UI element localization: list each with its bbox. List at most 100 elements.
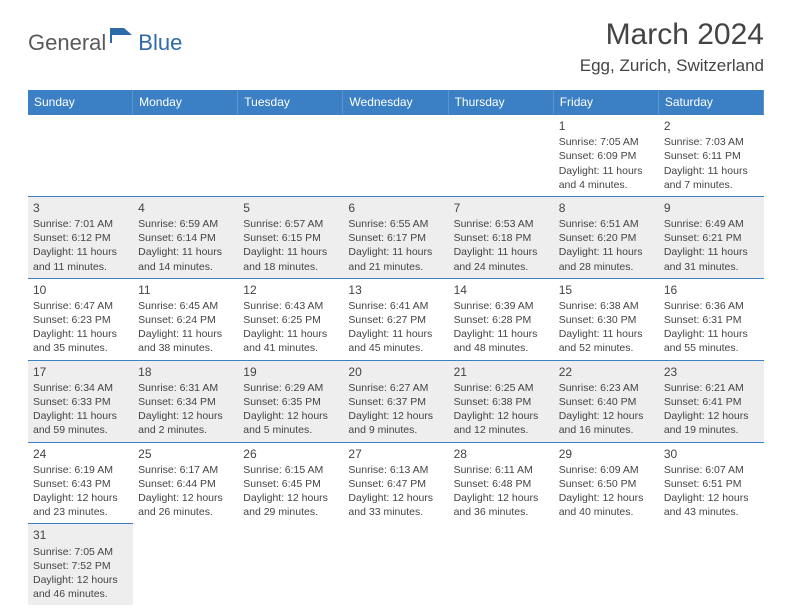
daylight-text: Daylight: 11 hours and 35 minutes. [33,327,128,355]
day-cell: 11Sunrise: 6:45 AMSunset: 6:24 PMDayligh… [133,278,238,360]
day-number: 11 [138,282,233,298]
sunrise-text: Sunrise: 6:53 AM [454,217,549,231]
daylight-text: Daylight: 11 hours and 11 minutes. [33,245,128,273]
sunrise-text: Sunrise: 6:17 AM [138,463,233,477]
daylight-text: Daylight: 11 hours and 28 minutes. [559,245,654,273]
sunset-text: Sunset: 6:17 PM [348,231,443,245]
daylight-text: Daylight: 11 hours and 38 minutes. [138,327,233,355]
day-number: 1 [559,118,654,134]
sunrise-text: Sunrise: 6:07 AM [664,463,759,477]
day-number: 24 [33,446,128,462]
sunrise-text: Sunrise: 6:09 AM [559,463,654,477]
sunset-text: Sunset: 6:41 PM [664,395,759,409]
day-number: 27 [348,446,443,462]
sunrise-text: Sunrise: 6:23 AM [559,381,654,395]
day-cell: 12Sunrise: 6:43 AMSunset: 6:25 PMDayligh… [238,278,343,360]
sunset-text: Sunset: 7:52 PM [33,559,128,573]
sunrise-text: Sunrise: 6:27 AM [348,381,443,395]
sunset-text: Sunset: 6:31 PM [664,313,759,327]
sunrise-text: Sunrise: 7:03 AM [664,135,759,149]
sunset-text: Sunset: 6:12 PM [33,231,128,245]
sunrise-text: Sunrise: 6:13 AM [348,463,443,477]
weekday-header: Wednesday [343,90,448,114]
weekday-header: Friday [554,90,659,114]
day-number: 2 [664,118,759,134]
day-cell: 1Sunrise: 7:05 AMSunset: 6:09 PMDaylight… [554,114,659,196]
sunrise-text: Sunrise: 6:55 AM [348,217,443,231]
daylight-text: Daylight: 11 hours and 45 minutes. [348,327,443,355]
weekday-header: Thursday [449,90,554,114]
daylight-text: Daylight: 12 hours and 9 minutes. [348,409,443,437]
sunset-text: Sunset: 6:40 PM [559,395,654,409]
sunset-text: Sunset: 6:28 PM [454,313,549,327]
empty-cell [133,114,238,196]
sunrise-text: Sunrise: 6:19 AM [33,463,128,477]
daylight-text: Daylight: 11 hours and 41 minutes. [243,327,338,355]
sunset-text: Sunset: 6:50 PM [559,477,654,491]
weekday-header: Sunday [28,90,133,114]
weekday-header: Saturday [659,90,764,114]
day-number: 10 [33,282,128,298]
sunrise-text: Sunrise: 7:05 AM [33,545,128,559]
day-number: 19 [243,364,338,380]
sunset-text: Sunset: 6:37 PM [348,395,443,409]
sunrise-text: Sunrise: 7:05 AM [559,135,654,149]
day-number: 7 [454,200,549,216]
daylight-text: Daylight: 12 hours and 2 minutes. [138,409,233,437]
daylight-text: Daylight: 12 hours and 19 minutes. [664,409,759,437]
day-number: 6 [348,200,443,216]
sunset-text: Sunset: 6:11 PM [664,149,759,163]
sunrise-text: Sunrise: 6:51 AM [559,217,654,231]
daylight-text: Daylight: 11 hours and 24 minutes. [454,245,549,273]
day-cell: 25Sunrise: 6:17 AMSunset: 6:44 PMDayligh… [133,442,238,524]
day-number: 5 [243,200,338,216]
sunset-text: Sunset: 6:23 PM [33,313,128,327]
daylight-text: Daylight: 11 hours and 55 minutes. [664,327,759,355]
sunrise-text: Sunrise: 6:49 AM [664,217,759,231]
sunset-text: Sunset: 6:25 PM [243,313,338,327]
day-cell: 8Sunrise: 6:51 AMSunset: 6:20 PMDaylight… [554,196,659,278]
day-number: 26 [243,446,338,462]
daylight-text: Daylight: 11 hours and 4 minutes. [559,164,654,192]
day-number: 20 [348,364,443,380]
sunrise-text: Sunrise: 6:25 AM [454,381,549,395]
sunrise-text: Sunrise: 6:11 AM [454,463,549,477]
sunset-text: Sunset: 6:38 PM [454,395,549,409]
daylight-text: Daylight: 11 hours and 7 minutes. [664,164,759,192]
sunrise-text: Sunrise: 6:34 AM [33,381,128,395]
daylight-text: Daylight: 12 hours and 12 minutes. [454,409,549,437]
sunset-text: Sunset: 6:27 PM [348,313,443,327]
day-number: 13 [348,282,443,298]
sunrise-text: Sunrise: 6:41 AM [348,299,443,313]
day-number: 3 [33,200,128,216]
daylight-text: Daylight: 12 hours and 40 minutes. [559,491,654,519]
day-cell: 22Sunrise: 6:23 AMSunset: 6:40 PMDayligh… [554,360,659,442]
logo-text-general: General [28,30,106,56]
sunset-text: Sunset: 6:43 PM [33,477,128,491]
day-number: 29 [559,446,654,462]
day-cell: 10Sunrise: 6:47 AMSunset: 6:23 PMDayligh… [28,278,133,360]
sunset-text: Sunset: 6:35 PM [243,395,338,409]
sunset-text: Sunset: 6:09 PM [559,149,654,163]
day-number: 21 [454,364,549,380]
day-cell: 21Sunrise: 6:25 AMSunset: 6:38 PMDayligh… [449,360,554,442]
day-number: 8 [559,200,654,216]
daylight-text: Daylight: 11 hours and 52 minutes. [559,327,654,355]
day-cell: 29Sunrise: 6:09 AMSunset: 6:50 PMDayligh… [554,442,659,524]
sunset-text: Sunset: 6:14 PM [138,231,233,245]
sunrise-text: Sunrise: 6:38 AM [559,299,654,313]
day-number: 22 [559,364,654,380]
sunrise-text: Sunrise: 6:47 AM [33,299,128,313]
sunset-text: Sunset: 6:15 PM [243,231,338,245]
day-cell: 20Sunrise: 6:27 AMSunset: 6:37 PMDayligh… [343,360,448,442]
daylight-text: Daylight: 12 hours and 16 minutes. [559,409,654,437]
day-number: 15 [559,282,654,298]
empty-cell [449,114,554,196]
sunset-text: Sunset: 6:48 PM [454,477,549,491]
day-cell: 4Sunrise: 6:59 AMSunset: 6:14 PMDaylight… [133,196,238,278]
day-number: 18 [138,364,233,380]
day-number: 25 [138,446,233,462]
sunset-text: Sunset: 6:21 PM [664,231,759,245]
day-number: 4 [138,200,233,216]
day-cell: 6Sunrise: 6:55 AMSunset: 6:17 PMDaylight… [343,196,448,278]
